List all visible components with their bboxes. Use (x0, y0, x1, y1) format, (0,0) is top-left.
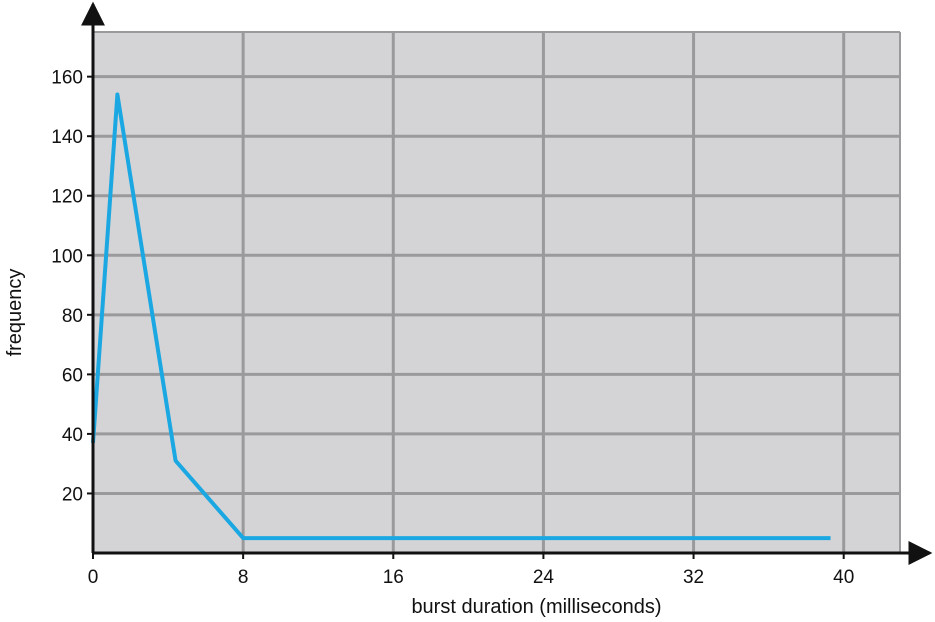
y-tick-label: 160 (51, 68, 83, 89)
y-tick-label: 120 (51, 187, 83, 208)
y-tick-label: 100 (51, 246, 83, 267)
x-tick-label: 40 (833, 567, 854, 588)
y-tick-label: 140 (51, 127, 83, 148)
plot-area (93, 32, 900, 553)
y-tick-label: 60 (62, 365, 83, 386)
y-axis-title: frequency (4, 269, 26, 357)
x-tick-label: 8 (238, 567, 249, 588)
x-tick-label: 24 (533, 567, 555, 588)
grid (93, 31, 901, 553)
tick-labels: 0 8 16 24 32 40 20 40 60 80 100 120 140 160 (51, 68, 854, 588)
series-line-0 (91, 92, 831, 541)
y-tick-label: 40 (62, 425, 83, 446)
x-axis-title: burst duration (milliseconds) (411, 596, 661, 618)
x-tick-label: 16 (383, 567, 404, 588)
series-group (91, 92, 831, 541)
y-tick-label: 20 (62, 484, 83, 505)
y-tick-label: 80 (62, 306, 83, 327)
x-tick-label: 32 (683, 567, 704, 588)
x-tick-label: 0 (88, 567, 99, 588)
